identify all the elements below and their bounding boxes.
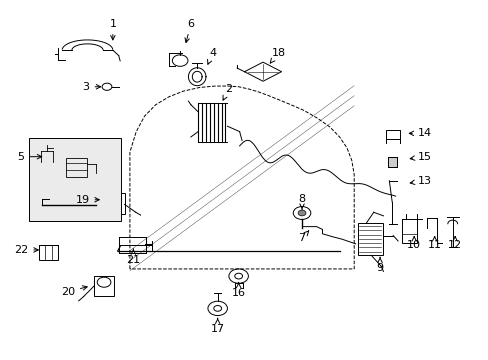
- Text: 10: 10: [407, 237, 420, 250]
- Bar: [94, 276, 114, 296]
- Text: 1: 1: [109, 19, 116, 40]
- Text: 11: 11: [427, 237, 441, 250]
- Bar: [105, 193, 124, 215]
- Text: 2: 2: [223, 84, 232, 100]
- Bar: [357, 223, 382, 255]
- Text: 13: 13: [409, 176, 431, 186]
- Circle shape: [298, 210, 305, 216]
- Bar: [387, 157, 396, 167]
- Text: 22: 22: [14, 245, 38, 255]
- Bar: [29, 138, 121, 221]
- Text: 4: 4: [207, 48, 216, 64]
- Text: 21: 21: [126, 249, 140, 265]
- Text: 16: 16: [231, 282, 245, 298]
- Text: 6: 6: [184, 19, 194, 42]
- Text: 17: 17: [210, 318, 224, 334]
- Text: 12: 12: [447, 237, 461, 250]
- Text: 3: 3: [82, 82, 101, 92]
- Bar: [401, 219, 416, 243]
- Text: 18: 18: [270, 48, 285, 63]
- Text: 5: 5: [18, 152, 41, 162]
- Text: 15: 15: [409, 152, 431, 162]
- Bar: [65, 158, 87, 177]
- Bar: [385, 130, 399, 139]
- Bar: [39, 245, 58, 260]
- Text: 19: 19: [76, 195, 99, 205]
- Text: 9: 9: [376, 257, 383, 273]
- Text: 8: 8: [298, 194, 305, 209]
- Text: 20: 20: [61, 286, 87, 297]
- Text: 7: 7: [298, 231, 308, 243]
- Text: 14: 14: [408, 129, 431, 138]
